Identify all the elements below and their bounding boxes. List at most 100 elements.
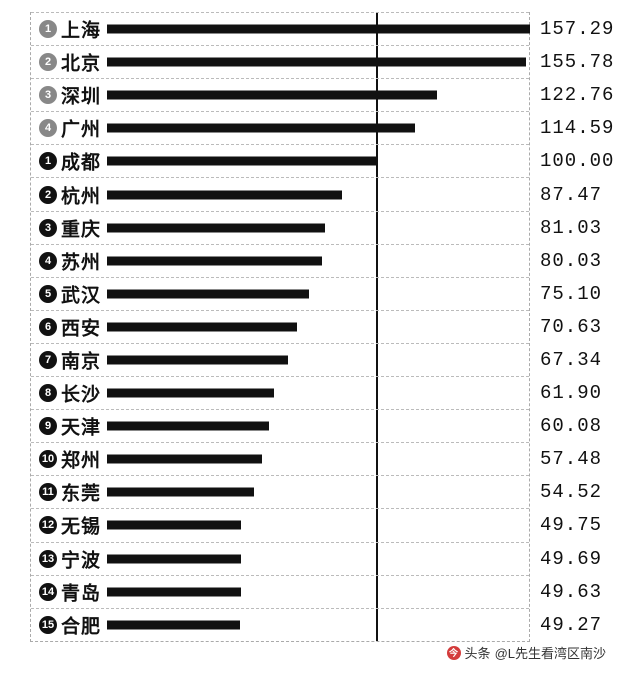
- value-label: 157.29: [540, 18, 614, 40]
- value-label: 61.90: [540, 382, 602, 404]
- table-row: 3重庆81.03: [31, 211, 529, 244]
- table-row: 4广州114.59: [31, 111, 529, 144]
- value-label: 49.27: [540, 614, 602, 636]
- value-label: 60.08: [540, 415, 602, 437]
- table-row: 2杭州87.47: [31, 177, 529, 210]
- value-label: 100.00: [540, 150, 614, 172]
- rank-badge: 12: [39, 516, 57, 534]
- rank-badge: 3: [39, 219, 57, 237]
- rank-badge: 9: [39, 417, 57, 435]
- bar: [107, 488, 254, 497]
- rank-badge: 4: [39, 252, 57, 270]
- city-label: 上海: [61, 16, 101, 43]
- rank-badge: 6: [39, 318, 57, 336]
- rank-badge: 3: [39, 86, 57, 104]
- value-label: 122.76: [540, 84, 614, 106]
- bar: [107, 455, 262, 464]
- table-row: 13宁波49.69: [31, 542, 529, 575]
- rank-badge: 14: [39, 583, 57, 601]
- bar: [107, 355, 288, 364]
- city-label: 杭州: [61, 181, 101, 208]
- rank-badge: 1: [39, 20, 57, 38]
- city-label: 东莞: [61, 479, 101, 506]
- bar: [107, 554, 241, 563]
- value-label: 87.47: [540, 184, 602, 206]
- bar: [107, 289, 309, 298]
- table-row: 15合肥49.27: [31, 608, 529, 641]
- bar: [107, 58, 526, 67]
- value-label: 155.78: [540, 51, 614, 73]
- city-label: 南京: [61, 346, 101, 373]
- value-label: 114.59: [540, 117, 614, 139]
- rank-badge: 11: [39, 483, 57, 501]
- value-label: 57.48: [540, 448, 602, 470]
- city-label: 天津: [61, 413, 101, 440]
- table-row: 14青岛49.63: [31, 575, 529, 608]
- bar: [107, 620, 240, 629]
- rank-badge: 7: [39, 351, 57, 369]
- table-row: 12无锡49.75: [31, 508, 529, 541]
- city-label: 北京: [61, 49, 101, 76]
- value-label: 49.63: [540, 581, 602, 603]
- rank-badge: 13: [39, 550, 57, 568]
- value-label: 54.52: [540, 481, 602, 503]
- credit-prefix: 头条: [465, 643, 491, 662]
- table-row: 6西安70.63: [31, 310, 529, 343]
- city-label: 成都: [61, 148, 101, 175]
- rank-badge: 2: [39, 53, 57, 71]
- city-label: 长沙: [61, 380, 101, 407]
- rank-badge: 15: [39, 616, 57, 634]
- table-row: 5武汉75.10: [31, 277, 529, 310]
- rank-badge: 10: [39, 450, 57, 468]
- table-row: 11东莞54.52: [31, 475, 529, 508]
- city-label: 无锡: [61, 512, 101, 539]
- city-label: 青岛: [61, 578, 101, 605]
- bar: [107, 190, 342, 199]
- value-label: 80.03: [540, 250, 602, 272]
- table-row: 10郑州57.48: [31, 442, 529, 475]
- bar: [107, 422, 269, 431]
- table-row: 8长沙61.90: [31, 376, 529, 409]
- city-label: 重庆: [61, 214, 101, 241]
- value-label: 75.10: [540, 283, 602, 305]
- value-label: 67.34: [540, 349, 602, 371]
- table-row: 1成都100.00: [31, 144, 529, 177]
- rank-badge: 2: [39, 186, 57, 204]
- city-label: 宁波: [61, 545, 101, 572]
- bar: [107, 587, 241, 596]
- value-label: 49.69: [540, 548, 602, 570]
- bar-chart: 1上海157.292北京155.783深圳122.764广州114.591成都1…: [30, 12, 530, 642]
- city-label: 合肥: [61, 611, 101, 638]
- bar: [107, 389, 274, 398]
- city-label: 西安: [61, 313, 101, 340]
- table-row: 4苏州80.03: [31, 244, 529, 277]
- bar: [107, 256, 322, 265]
- city-label: 深圳: [61, 82, 101, 109]
- bar: [107, 521, 241, 530]
- rank-badge: 8: [39, 384, 57, 402]
- bar: [107, 223, 325, 232]
- table-row: 1上海157.29: [31, 12, 529, 45]
- table-row: 7南京67.34: [31, 343, 529, 376]
- bar: [107, 91, 437, 100]
- table-row: 3深圳122.76: [31, 78, 529, 111]
- bar: [107, 157, 376, 166]
- table-row: 9天津60.08: [31, 409, 529, 442]
- value-label: 70.63: [540, 316, 602, 338]
- city-label: 郑州: [61, 446, 101, 473]
- bar: [107, 25, 530, 34]
- bar: [107, 322, 297, 331]
- table-row: 2北京155.78: [31, 45, 529, 78]
- credit-line: 今 头条 @L先生看湾区南沙: [447, 643, 606, 662]
- value-label: 49.75: [540, 514, 602, 536]
- rank-badge: 1: [39, 152, 57, 170]
- rank-badge: 5: [39, 285, 57, 303]
- city-label: 武汉: [61, 280, 101, 307]
- credit-author: @L先生看湾区南沙: [495, 643, 606, 662]
- city-label: 苏州: [61, 247, 101, 274]
- value-label: 81.03: [540, 217, 602, 239]
- rank-badge: 4: [39, 119, 57, 137]
- bar: [107, 124, 415, 133]
- source-icon: 今: [447, 646, 461, 660]
- city-label: 广州: [61, 115, 101, 142]
